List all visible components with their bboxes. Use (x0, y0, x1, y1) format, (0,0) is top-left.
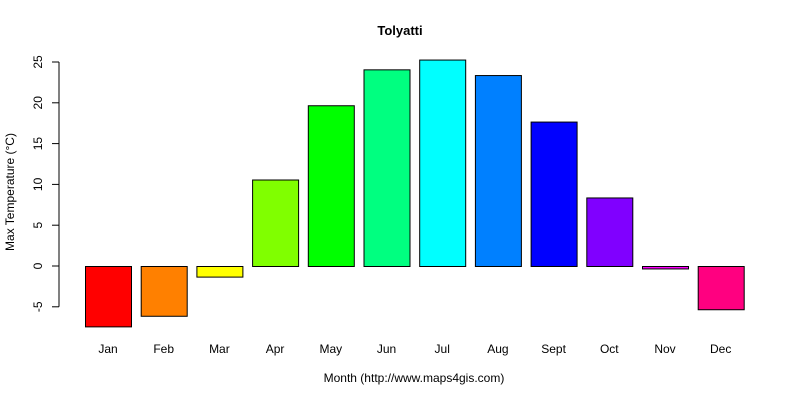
x-tick-label: Jun (377, 342, 396, 356)
y-tick-label: 15 (31, 137, 45, 151)
chart-title: Tolyatti (377, 23, 423, 38)
x-tick-label: Jan (98, 342, 117, 356)
bars (85, 59, 745, 328)
y-tick-label: 10 (31, 177, 45, 191)
bar-jul (419, 59, 467, 267)
bar-aug (474, 75, 522, 267)
bar-mar (196, 266, 244, 278)
bar-jun (363, 69, 411, 268)
x-tick-label: May (319, 342, 342, 356)
x-tick-label: Jul (435, 342, 450, 356)
x-tick-label: Feb (153, 342, 174, 356)
x-tick-label: Dec (710, 342, 731, 356)
x-tick-label: Oct (600, 342, 619, 356)
bar-may (307, 105, 355, 267)
x-tick-label: Aug (487, 342, 508, 356)
bar-feb (140, 266, 188, 317)
y-tick-label: 0 (31, 262, 45, 269)
y-axis: -5 0 5 10 15 20 25 (31, 55, 60, 312)
bar-nov (642, 266, 689, 270)
x-axis-tick-labels: Jan Feb Mar Apr May Jun Jul Aug Sept Oct Nov Dec (98, 342, 731, 356)
x-tick-label: Apr (266, 342, 285, 356)
x-tick-label: Nov (654, 342, 675, 356)
bar-sept (530, 121, 578, 268)
y-tick-label: 25 (31, 55, 45, 69)
bar-oct (586, 197, 634, 267)
bar-dec (697, 266, 745, 311)
x-tick-label: Sept (541, 342, 566, 356)
x-tick-label: Mar (209, 342, 230, 356)
bar-apr (252, 179, 300, 267)
y-tick-label: 20 (31, 96, 45, 110)
y-tick-label: -5 (31, 301, 45, 312)
bar-jan (85, 266, 132, 328)
y-tick-label: 5 (31, 222, 45, 229)
x-axis-label: Month (http://www.maps4gis.com) (323, 371, 505, 385)
